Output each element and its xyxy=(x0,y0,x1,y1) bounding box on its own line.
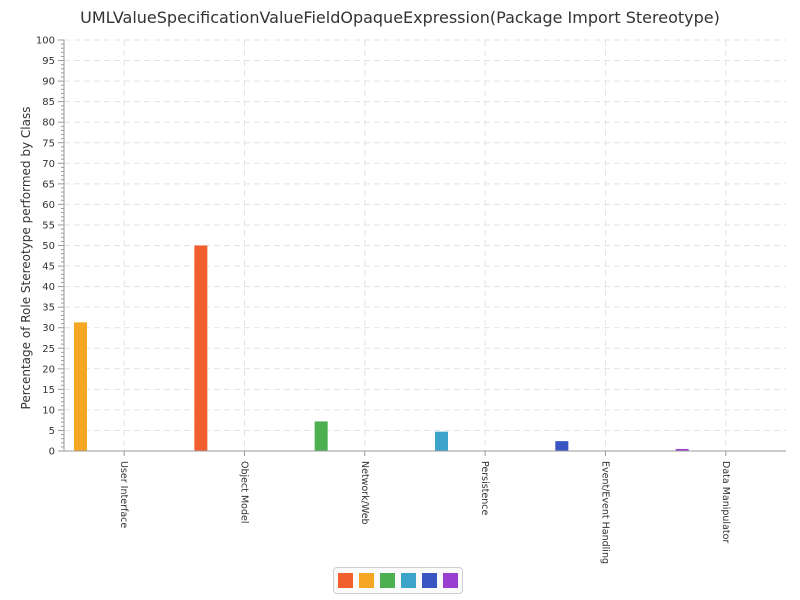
x-tick-label: Network/Web xyxy=(359,461,370,525)
y-tick-label: 50 xyxy=(42,241,55,252)
y-tick-label: 0 xyxy=(49,447,55,458)
y-tick-label: 35 xyxy=(42,303,55,314)
y-tick-label: 40 xyxy=(42,282,55,293)
bar xyxy=(74,322,87,451)
x-tick-label: User Interface xyxy=(118,461,129,528)
y-tick-label: 100 xyxy=(36,36,55,47)
y-tick-label: 75 xyxy=(42,138,55,149)
y-tick-label: 45 xyxy=(42,262,55,273)
x-tick-label: Persistence xyxy=(479,461,490,515)
x-tick-label: Event/Event Handling xyxy=(600,461,611,564)
y-tick-label: 80 xyxy=(42,118,55,129)
y-tick-label: 5 xyxy=(49,426,55,437)
y-tick-label: 70 xyxy=(42,159,55,170)
legend-swatch xyxy=(401,573,416,588)
legend-swatch xyxy=(338,573,353,588)
legend-swatch xyxy=(359,573,374,588)
y-tick-label: 25 xyxy=(42,344,55,355)
legend-swatch xyxy=(380,573,395,588)
bar xyxy=(194,245,208,451)
y-tick-label: 30 xyxy=(42,323,55,334)
legend-swatch xyxy=(443,573,458,588)
legend-swatch xyxy=(422,573,437,588)
chart-title: UMLValueSpecificationValueFieldOpaqueExp… xyxy=(80,8,720,27)
y-tick-label: 65 xyxy=(42,179,55,190)
y-tick-label: 85 xyxy=(42,97,55,108)
x-tick-label: Object Model xyxy=(239,461,250,523)
y-tick-label: 20 xyxy=(42,364,55,375)
bar xyxy=(435,431,448,451)
bar xyxy=(675,448,689,451)
y-tick-label: 95 xyxy=(42,56,55,67)
x-tick-label: Data Manipulator xyxy=(720,461,731,543)
bar xyxy=(314,421,328,451)
y-tick-label: 90 xyxy=(42,77,55,88)
y-tick-label: 15 xyxy=(42,385,55,396)
y-tick-label: 60 xyxy=(42,200,55,211)
legend xyxy=(333,567,463,594)
bar xyxy=(555,441,569,451)
y-tick-label: 10 xyxy=(42,405,55,416)
y-tick-label: 55 xyxy=(42,220,55,231)
